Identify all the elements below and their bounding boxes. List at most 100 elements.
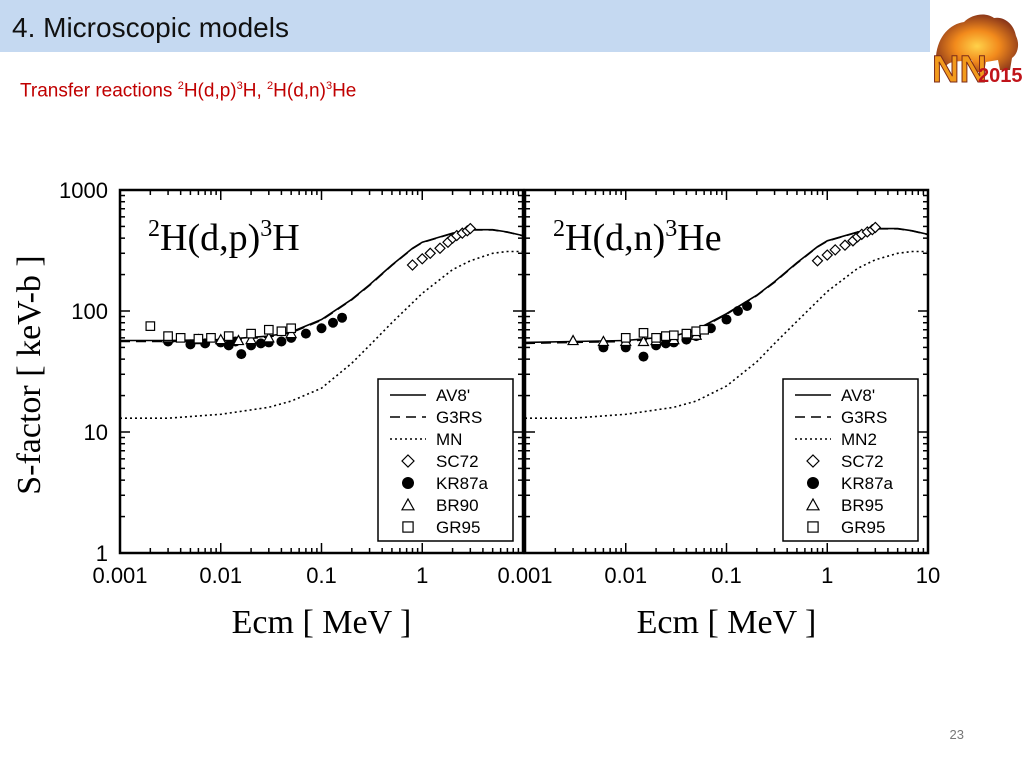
data-point-gr95 <box>651 332 661 343</box>
data-point-sc72 <box>869 221 882 234</box>
conference-logo: NN 2015 <box>932 14 1022 88</box>
data-point-br90 <box>245 333 258 345</box>
data-point-gr95 <box>699 324 709 335</box>
data-point-sc72 <box>416 252 429 265</box>
legend-entry-label: KR87a <box>841 474 894 493</box>
legend-box <box>782 378 919 542</box>
data-point-gr95 <box>263 324 274 335</box>
x-tick-label: 0.01 <box>604 563 647 588</box>
data-point-br95 <box>637 335 650 347</box>
subtitle-text: Transfer reactions <box>20 80 173 102</box>
logo-nn-text: NN <box>932 49 987 88</box>
data-point-kr87a <box>337 312 348 323</box>
series-line-g3rs <box>120 229 524 343</box>
data-point-gr95 <box>691 326 702 337</box>
legend-entry-label: MN <box>436 430 462 449</box>
data-point-kr87a <box>732 306 743 316</box>
legend-entry-label: G3RS <box>436 408 482 427</box>
subtitle-product: He <box>332 80 357 102</box>
x-axis-label: Ecm [ MeV ] <box>637 604 817 641</box>
legend-entry-label: AV8' <box>436 386 470 405</box>
legend-entry-label: BR90 <box>436 496 479 515</box>
data-point-gr95 <box>163 331 173 341</box>
data-point-br90 <box>214 333 227 345</box>
legend-entry-label: KR87a <box>436 474 489 493</box>
legend-marker-sample <box>400 497 416 511</box>
y-tick-label: 1000 <box>59 178 108 203</box>
data-point-sc72 <box>829 244 842 256</box>
data-point-sc72 <box>464 222 477 235</box>
data-point-gr95 <box>276 326 287 337</box>
data-point-sc72 <box>839 239 851 252</box>
data-point-gr95 <box>223 331 234 341</box>
data-point-kr87a <box>255 338 266 349</box>
logo-year-text: 2015 <box>978 65 1022 87</box>
x-tick-label: 0.001 <box>497 563 552 588</box>
data-point-br90 <box>262 331 275 343</box>
series-line-mn <box>120 250 523 419</box>
data-point-gr95 <box>193 333 204 344</box>
data-point-sc72 <box>821 249 834 261</box>
y-axis-label: S-factor [ keV-b ] <box>11 255 48 495</box>
panel-title: 2H(d,n)3He <box>553 216 722 259</box>
legend-entry-label: GR95 <box>841 518 885 537</box>
data-point-br95 <box>567 334 580 346</box>
data-point-gr95 <box>668 330 679 341</box>
data-point-kr87a <box>185 339 196 350</box>
data-point-kr87a <box>236 349 247 360</box>
x-tick-label: 1 <box>416 563 428 588</box>
chart-panel-2: 0.001 0.01 0.1 1 10 Ecm [ MeV ] 2H(d,n)3He AV8'… <box>497 188 940 641</box>
y-tick-label: 100 <box>71 299 108 324</box>
data-point-sc72 <box>811 254 824 267</box>
subtitle-mass-number: 3 <box>325 80 333 92</box>
data-point-kr87a <box>316 323 327 334</box>
data-point-kr87a <box>327 317 338 328</box>
legend-entry-label: SC72 <box>436 452 479 471</box>
legend-box <box>377 378 514 542</box>
data-point-gr95 <box>638 327 649 338</box>
y-tick-label: 10 <box>84 420 108 445</box>
legend-entry-label: BR95 <box>841 496 884 515</box>
data-point-gr95 <box>175 332 186 343</box>
data-point-sc72 <box>424 247 437 260</box>
x-axis-label: Ecm [ MeV ] <box>232 604 412 641</box>
legend-marker-sample <box>805 497 821 511</box>
x-tick-label: 0.1 <box>711 563 742 588</box>
data-point-gr95 <box>681 328 692 339</box>
series-line-mn2 <box>525 250 928 419</box>
legend-marker-sample <box>402 521 414 533</box>
chart-panel-1: 0.001 0.01 0.1 1 1 10 100 1000 Ecm [ MeV ] 2H(d,p… <box>59 178 525 641</box>
s-factor-figure: S-factor [ keV-b ] 0.001 0.01 0.1 111010010… <box>11 178 940 641</box>
data-point-kr87a <box>742 300 753 311</box>
legend-marker-sample <box>807 521 819 533</box>
data-point-gr95 <box>246 328 256 339</box>
legend-entry-label: SC72 <box>841 452 884 471</box>
data-point-br90 <box>232 334 245 346</box>
logo-mammoth-shape <box>936 14 1019 72</box>
data-point-sc72 <box>406 259 419 271</box>
data-point-kr87a <box>300 328 311 339</box>
legend-entry-label: GR95 <box>436 518 480 537</box>
x-tick-label: 0.001 <box>92 563 147 588</box>
legend-entry-label: MN2 <box>841 430 877 449</box>
x-tick-label: 10 <box>916 563 940 588</box>
legend-marker-sample <box>401 454 415 468</box>
data-point-gr95 <box>145 321 156 331</box>
series-line-g3rs <box>524 228 929 345</box>
slide-subtitle: Transfer reactions 2H(d,p)3H, 2H(d,n)3He <box>20 80 356 102</box>
slide-title: 4. Microscopic models <box>12 12 289 43</box>
y-tick-label: 1 <box>96 541 108 566</box>
data-point-gr95 <box>206 332 216 343</box>
data-point-sc72 <box>434 242 446 255</box>
subtitle-mass-number: 2 <box>177 80 184 92</box>
data-point-br95 <box>597 335 610 347</box>
subtitle-reaction: H(d,p) <box>183 80 237 102</box>
panel-title: 2H(d,p)3H <box>148 216 300 259</box>
x-tick-label: 1 <box>821 563 833 588</box>
legend-marker-sample <box>807 477 819 489</box>
legend-entry-label: AV8' <box>841 386 875 405</box>
data-point-gr95 <box>660 331 671 341</box>
legend-entry-label: G3RS <box>841 408 887 427</box>
data-point-gr95 <box>620 332 631 343</box>
subtitle-mass-number: 3 <box>236 80 243 92</box>
